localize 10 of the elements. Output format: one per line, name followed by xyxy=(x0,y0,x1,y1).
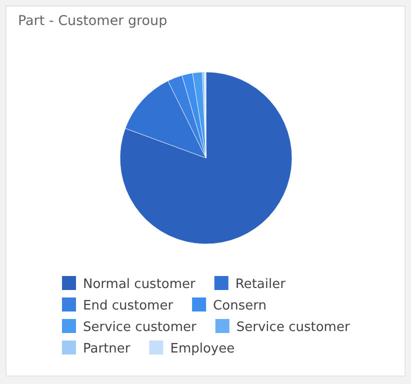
legend-label: Normal customer xyxy=(83,277,196,292)
legend-label: Partner xyxy=(83,342,131,356)
legend-label: Consern xyxy=(213,298,266,314)
legend-label: Employee xyxy=(170,342,235,356)
legend-label: Service customer xyxy=(236,320,350,335)
chart-title: Part - Customer group xyxy=(18,13,168,29)
pie-slice xyxy=(120,72,292,244)
legend-label: Retailer xyxy=(235,277,286,292)
legend-label: Service customer xyxy=(83,320,198,335)
legend-label: End customer xyxy=(83,298,174,314)
